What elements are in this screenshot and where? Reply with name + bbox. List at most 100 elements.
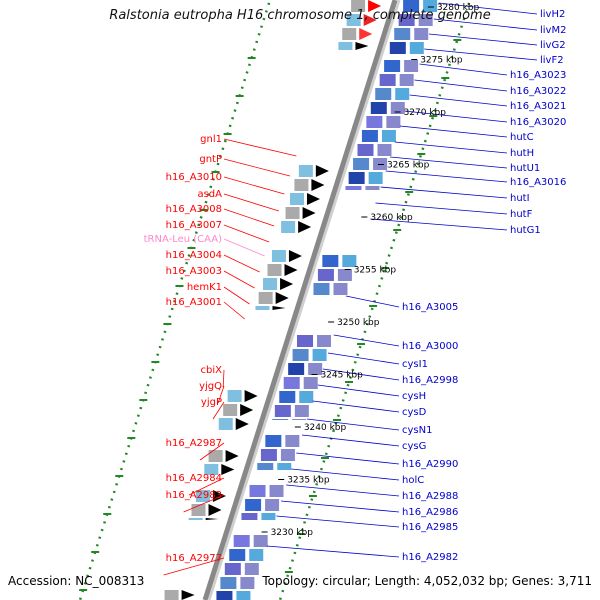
- reverse-gene-arrow: [292, 349, 309, 361]
- reverse-gene-arrow: [260, 449, 277, 461]
- leader-line: [281, 500, 400, 513]
- forward-gene-arrow: [244, 390, 258, 402]
- reverse-gene-arrow: [297, 335, 314, 347]
- forward-gene-arrow: [359, 28, 373, 40]
- label-leader-lines: [163, 2, 538, 576]
- gene-block: [204, 464, 219, 475]
- reverse-gene-arrow: [265, 435, 282, 447]
- gene-label-left: h16_A3008: [166, 204, 222, 215]
- leader-line: [317, 384, 400, 397]
- reverse-gene-arrow: [249, 485, 266, 497]
- reverse-gene-arrow: [348, 172, 365, 184]
- reverse-gene-arrow: [379, 74, 396, 86]
- leader-line: [223, 301, 245, 320]
- reverse-gene-arrow: [317, 269, 334, 281]
- gene-block: [277, 463, 292, 470]
- reverse-gene-arrow: [394, 28, 411, 40]
- gene-label-right: hutF: [510, 209, 533, 220]
- gene-label-left: asdA: [197, 189, 222, 200]
- gene-label-right: h16_A3022: [510, 86, 566, 97]
- gene-label-right: h16_A3021: [510, 101, 566, 112]
- gene-block: [338, 42, 353, 50]
- leader-line: [183, 494, 225, 513]
- leader-line: [217, 385, 225, 404]
- forward-gene-arrow: [208, 504, 222, 516]
- gc-skew-dotted-tracks: [78, 0, 472, 600]
- tick-label: 3270 kbp: [404, 108, 447, 118]
- gene-block: [164, 590, 179, 600]
- gene-block: [236, 591, 251, 600]
- leader-line: [375, 202, 508, 215]
- backbone-line: [202, 0, 398, 600]
- gene-block: [188, 518, 203, 520]
- gene-block: [368, 172, 383, 184]
- reverse-gene-arrow: [370, 102, 387, 114]
- leader-line: [414, 79, 508, 92]
- gene-label-right: h16_A2990: [402, 459, 458, 470]
- gene-block: [342, 255, 357, 267]
- leader-line: [385, 170, 508, 183]
- reverse-gene-arrow: [241, 513, 258, 520]
- leader-line: [223, 193, 280, 212]
- gene-block: [223, 404, 238, 416]
- gene-block: [292, 419, 307, 420]
- gene-label-left: yjgP: [201, 397, 222, 408]
- forward-gene-arrow: [363, 14, 377, 26]
- gene-block: [395, 88, 410, 100]
- forward-gene-arrow: [368, 0, 382, 12]
- forward-gene-arrow: [205, 518, 219, 520]
- forward-gene-arrow: [315, 165, 329, 177]
- gene-label-right: h16_A2986: [402, 507, 458, 518]
- gene-block: [227, 390, 242, 402]
- gene-label-right: h16_A3000: [402, 341, 458, 352]
- reverse-gene-arrow: [353, 158, 370, 170]
- forward-gene-arrow: [235, 418, 249, 430]
- forward-gene-arrow: [288, 250, 302, 262]
- reverse-gene-arrow: [398, 14, 415, 26]
- forward-gene-arrow: [225, 450, 239, 462]
- gene-block: [261, 513, 276, 520]
- gene-block: [337, 269, 352, 281]
- gene-label-left: h16_A3007: [166, 220, 222, 231]
- leader-line: [322, 368, 400, 381]
- leader-line: [291, 468, 400, 481]
- gene-block: [208, 450, 223, 462]
- gene-label-right: cysD: [402, 407, 427, 418]
- leader-line: [212, 401, 225, 420]
- gene-block: [240, 577, 255, 589]
- accession-label: Accession: NC_008313: [8, 574, 145, 588]
- gene-block: [289, 193, 304, 205]
- gene-block: [390, 102, 405, 114]
- leader-line: [345, 295, 400, 308]
- gene-label-left: h16_A3001: [166, 297, 222, 308]
- leader-line: [276, 515, 400, 528]
- leader-line: [438, 2, 538, 15]
- leader-line: [223, 254, 260, 273]
- gene-label-right: hutH: [510, 148, 534, 159]
- leader-line: [428, 33, 538, 46]
- forward-gene-arrow: [221, 464, 235, 475]
- leader-line: [380, 186, 508, 199]
- gene-block: [399, 74, 414, 86]
- forward-gene-arrow: [284, 264, 298, 276]
- gene-block: [381, 130, 396, 142]
- gene-block: [253, 535, 268, 547]
- tick-label: 3240 kbp: [304, 423, 347, 433]
- reverse-gene-arrow: [220, 577, 237, 589]
- forward-gene-arrow: [355, 42, 369, 50]
- gene-block: [351, 0, 366, 12]
- gene-label-right: livG2: [540, 40, 566, 51]
- gene-label-right: h16_A3016: [510, 177, 566, 188]
- reverse-gene-arrow: [233, 535, 250, 547]
- gene-label-right: livF2: [540, 55, 564, 66]
- leader-line: [312, 400, 400, 413]
- gene-block: [299, 391, 314, 403]
- chromosome-backbone: [202, 0, 401, 600]
- gene-block: [258, 292, 273, 304]
- gene-block: [423, 0, 438, 12]
- forward-gene-arrow: [302, 207, 316, 219]
- gene-block: [271, 250, 286, 262]
- map-title: Ralstonia eutropha H16 chromosome 1, com…: [109, 8, 491, 23]
